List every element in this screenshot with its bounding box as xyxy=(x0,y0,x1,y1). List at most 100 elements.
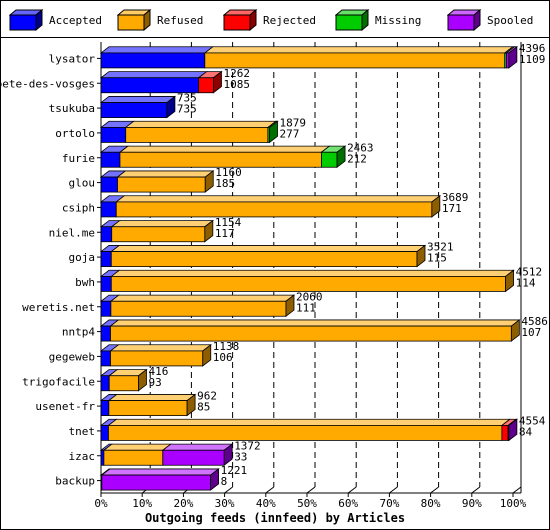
gridline-foot xyxy=(430,486,439,494)
accepted-articles-label: 1085 xyxy=(223,78,250,91)
total-articles-label: 3689 xyxy=(442,191,469,204)
legend-swatch xyxy=(335,9,370,31)
x-tick-label: 70% xyxy=(379,497,399,510)
gridline-foot xyxy=(471,486,481,494)
accepted-articles-label: 8 xyxy=(221,475,228,488)
accepted-articles-label: 33 xyxy=(234,450,247,463)
feed-label: csiph xyxy=(62,201,95,214)
feed-label: gegeweb xyxy=(49,350,95,363)
accepted-articles-label: 277 xyxy=(280,127,300,140)
feed-label: goja xyxy=(69,251,96,264)
feed-label: weretis.net xyxy=(22,301,95,314)
bar-segment-refused xyxy=(110,269,515,293)
total-articles-label: 4586 xyxy=(521,315,548,328)
total-articles-label: 1372 xyxy=(234,439,260,452)
total-articles-label: 735 xyxy=(177,92,197,105)
feed-label: furie xyxy=(62,152,95,165)
feed-label: glou xyxy=(69,177,96,190)
total-articles-label: 1138 xyxy=(213,340,240,353)
bar-segment-accepted xyxy=(99,46,215,69)
accepted-articles-label: 93 xyxy=(148,376,161,389)
feed-label: bwh xyxy=(75,276,95,289)
legend-swatch xyxy=(223,9,258,31)
x-tick-label: 0% xyxy=(94,497,108,510)
total-articles-label: 2060 xyxy=(296,290,323,303)
x-axis-title: Outgoing feeds (innfeed) by Articles xyxy=(144,511,406,525)
accepted-articles-label: 117 xyxy=(215,227,235,240)
total-articles-label: 4512 xyxy=(516,265,543,278)
bar-segment-refused xyxy=(110,244,427,268)
total-articles-label: 4554 xyxy=(519,414,546,427)
x-tick-label: 40% xyxy=(256,497,276,510)
legend: Accepted Refused Rejected Missing Spooled xyxy=(1,1,549,38)
accepted-articles-label: 107 xyxy=(521,326,541,339)
bar-segment-refused xyxy=(110,219,215,243)
accepted-articles-label: 115 xyxy=(427,252,447,265)
bar-segment-accepted xyxy=(99,195,126,218)
x-tick-label: 20% xyxy=(173,497,193,510)
feed-label: tnet xyxy=(69,425,96,438)
bar-segment-refused xyxy=(109,319,521,342)
gridline-foot xyxy=(265,486,275,494)
total-articles-label: 1879 xyxy=(280,116,307,129)
accepted-articles-label: 106 xyxy=(213,351,233,364)
gridline-foot xyxy=(512,486,522,494)
gridline-foot xyxy=(347,486,357,494)
x-tick-label: 50% xyxy=(297,497,317,510)
gridline-foot xyxy=(306,486,316,494)
accepted-articles-label: 84 xyxy=(519,425,533,438)
accepted-articles-label: 1109 xyxy=(519,53,546,66)
bar-segment-spooled xyxy=(100,468,220,491)
bar-segment-refused xyxy=(115,194,442,218)
total-articles-label: 1160 xyxy=(215,166,242,179)
feed-label: usenet-fr xyxy=(35,400,95,413)
legend-label: Missing xyxy=(375,14,422,27)
feed-label: nntp4 xyxy=(62,326,95,339)
feed-label: niel.me xyxy=(49,226,95,239)
feed-label: lysator xyxy=(49,52,96,65)
bar-segment-spooled xyxy=(161,443,234,467)
bar-segment-missing xyxy=(320,145,347,169)
legend-swatch xyxy=(447,9,482,31)
bar-segment-refused xyxy=(203,46,514,69)
accepted-articles-label: 85 xyxy=(197,401,210,414)
x-tick-label: 10% xyxy=(132,497,152,510)
legend-label: Accepted xyxy=(49,14,102,27)
feed-label: tsukuba xyxy=(49,102,95,115)
bar-segment-refused xyxy=(107,393,197,417)
accepted-articles-label: 212 xyxy=(347,152,367,165)
x-tick-label: 100% xyxy=(500,497,527,510)
total-articles-label: 1221 xyxy=(221,464,248,477)
bar-segment-refused xyxy=(109,343,212,367)
accepted-articles-label: 735 xyxy=(177,103,197,116)
total-articles-label: 1154 xyxy=(215,216,242,229)
gridline-foot xyxy=(389,486,398,494)
x-tick-label: 30% xyxy=(215,497,235,510)
accepted-articles-label: 114 xyxy=(516,276,536,289)
bar-segment-missing xyxy=(266,120,279,144)
x-tick-label: 90% xyxy=(462,497,482,510)
bar-chart: 0% 10% 20% 30% 40% 50% 60% 70% 80% 90% 100% lysator… xyxy=(1,42,548,510)
bar-segment-spooled xyxy=(505,45,519,69)
legend-label: Refused xyxy=(157,14,204,27)
feed-label: ortolo xyxy=(55,127,95,140)
legend-swatch xyxy=(117,9,152,31)
total-articles-label: 3521 xyxy=(427,241,454,254)
bar-segment-refused xyxy=(108,368,148,392)
